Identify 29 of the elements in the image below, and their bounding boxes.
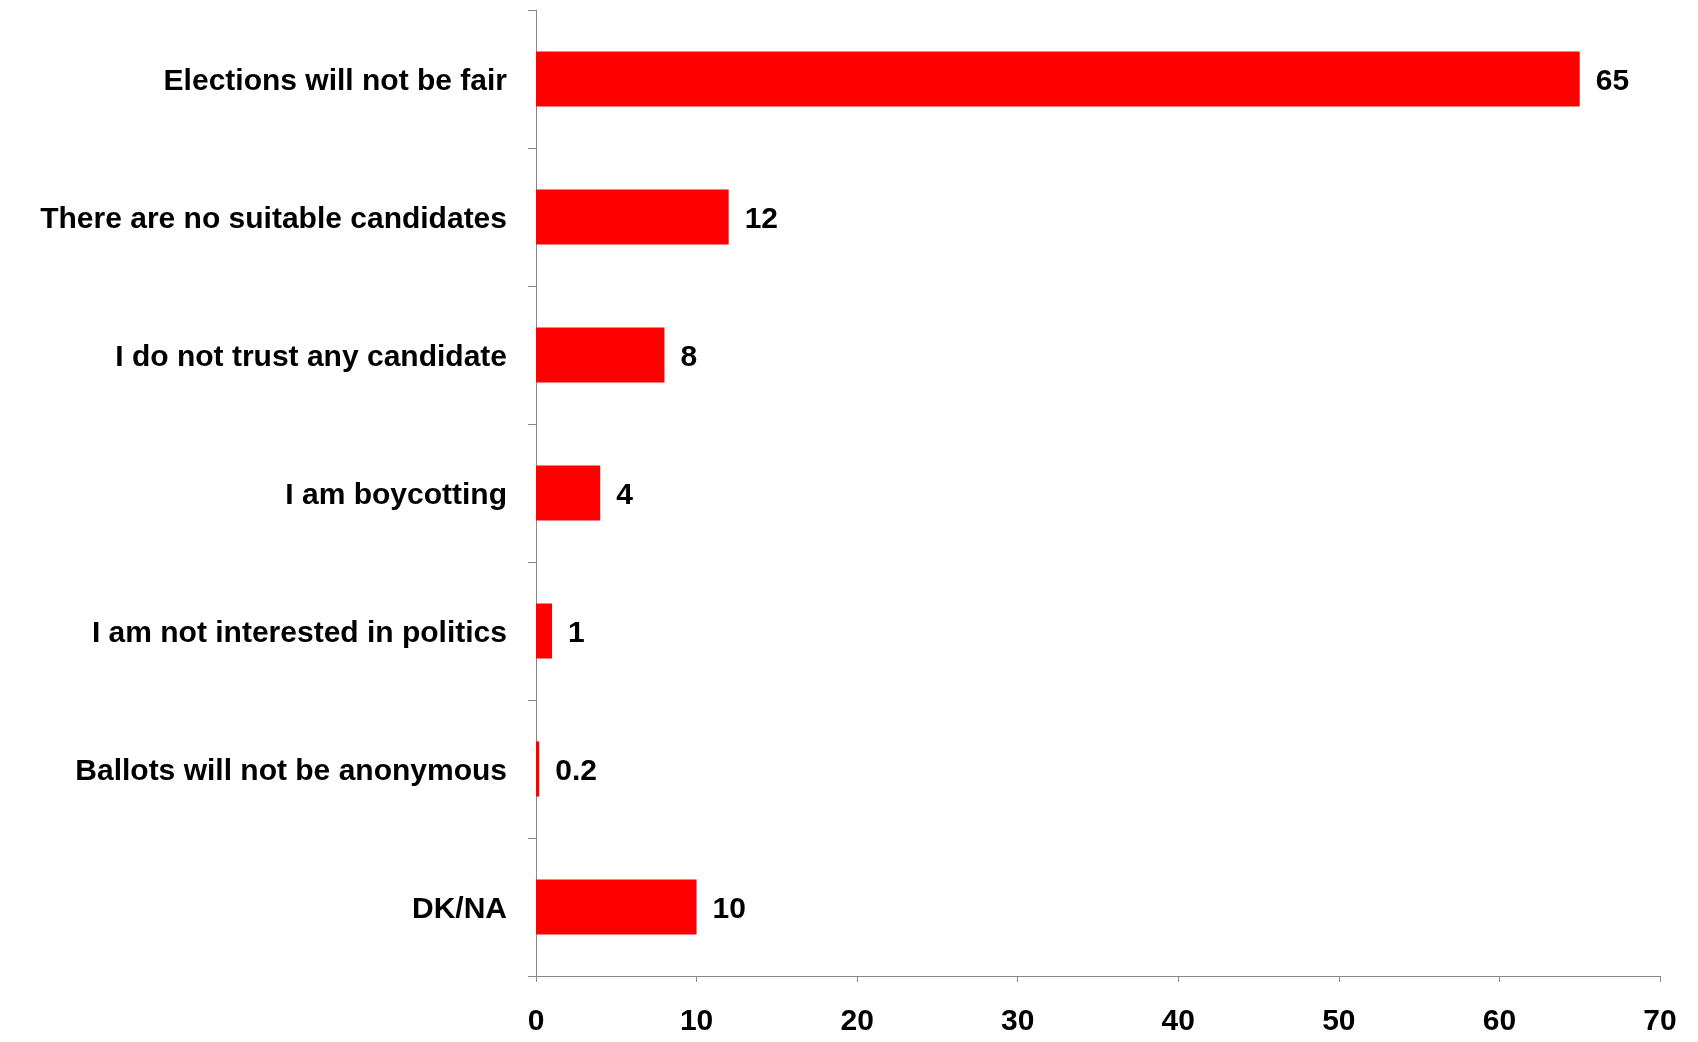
- x-tick-label: 30: [1001, 1002, 1035, 1036]
- data-label: 10: [712, 890, 746, 924]
- y-tick-label: I am not interested in politics: [91, 614, 507, 648]
- data-label: 0.2: [555, 752, 597, 786]
- bar: [536, 603, 553, 659]
- y-tick-label: DK/NA: [412, 890, 507, 924]
- y-tick-label: Ballots will not be anonymous: [75, 752, 507, 786]
- data-label: 65: [1595, 62, 1630, 96]
- bar: [536, 465, 601, 521]
- x-tick-label: 50: [1322, 1002, 1356, 1036]
- bar: [536, 189, 729, 245]
- bar: [536, 879, 697, 935]
- y-tick-label: There are no suitable candidates: [40, 200, 507, 234]
- data-label: 8: [680, 338, 698, 372]
- data-label: 12: [744, 200, 779, 234]
- data-label: 4: [616, 476, 634, 510]
- x-tick-label: 70: [1643, 1002, 1677, 1036]
- x-tick-label: 20: [840, 1002, 874, 1036]
- x-tick-label: 0: [527, 1002, 545, 1036]
- x-tick-label: 40: [1161, 1002, 1195, 1036]
- y-tick-label: Elections will not be fair: [163, 62, 508, 96]
- data-label: 1: [568, 614, 585, 648]
- bar: [536, 741, 540, 797]
- bar: [536, 327, 665, 383]
- bar: [536, 51, 1580, 107]
- x-tick-label: 60: [1482, 1002, 1517, 1036]
- y-tick-label: I am boycotting: [285, 476, 507, 510]
- y-tick-label: I do not trust any candidate: [115, 338, 507, 372]
- x-tick-label: 10: [679, 1002, 714, 1036]
